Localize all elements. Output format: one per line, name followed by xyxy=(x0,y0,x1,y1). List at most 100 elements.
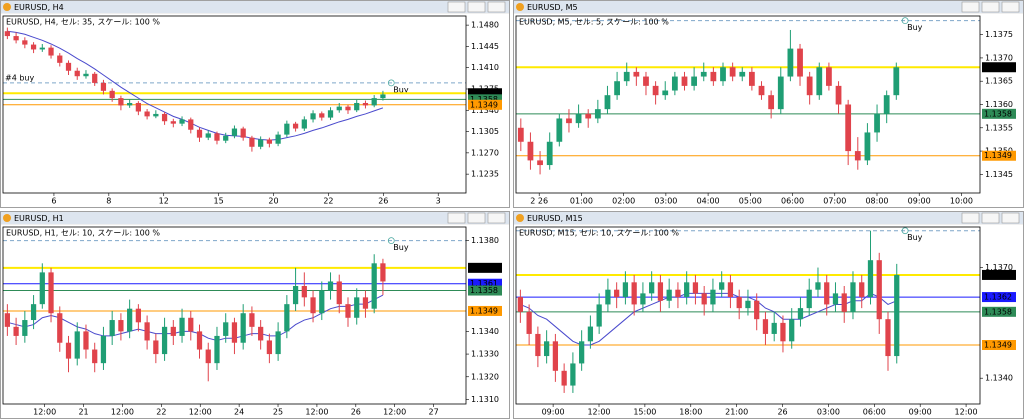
candle-body xyxy=(135,308,141,323)
candle-body xyxy=(787,48,794,77)
chart-area xyxy=(1,14,509,207)
chart-info: EURUSD, H4, セル: 35, スケール: 100 % xyxy=(6,18,160,27)
candle-body xyxy=(594,109,601,119)
candle-body xyxy=(561,370,567,386)
price-tag-label: 1.1368 xyxy=(470,89,498,98)
chart-area xyxy=(1,225,509,418)
candle-body xyxy=(894,274,900,357)
candle-body xyxy=(864,132,871,161)
price-tag-label: 1.1349 xyxy=(470,100,498,109)
candle-body xyxy=(587,326,594,342)
candle-body xyxy=(4,31,10,37)
candle-body xyxy=(380,94,386,99)
candle-body xyxy=(691,76,698,86)
x-tick-label: 08:00 xyxy=(865,197,888,206)
candle-body xyxy=(249,137,255,147)
candle-body xyxy=(345,106,351,111)
candle-body xyxy=(720,67,726,82)
x-tick-label: 12:00 xyxy=(587,408,610,417)
maximize-button[interactable] xyxy=(467,212,486,224)
candle-body xyxy=(13,326,19,336)
candle-body xyxy=(310,297,316,314)
maximize-button[interactable] xyxy=(467,1,486,13)
x-tick-label: 27 xyxy=(428,408,438,417)
candle-body xyxy=(710,71,717,82)
minimize-button[interactable] xyxy=(961,212,980,224)
candle-body xyxy=(662,90,669,96)
candle-body xyxy=(527,141,534,161)
candle-body xyxy=(826,67,832,86)
maximize-button[interactable] xyxy=(981,1,1000,13)
candle-body xyxy=(240,313,246,343)
candle-body xyxy=(736,297,742,309)
candle-body xyxy=(362,102,369,106)
x-tick-label: 03:00 xyxy=(654,197,677,206)
price-tag xyxy=(982,340,1016,350)
y-tick-label: 1.1445 xyxy=(471,42,499,51)
candle-body xyxy=(758,85,765,96)
plot-border xyxy=(515,226,981,405)
candle-body xyxy=(566,118,572,124)
candle-body xyxy=(196,129,203,138)
x-tick-label: 26 xyxy=(777,408,787,417)
x-tick-label: 21 xyxy=(78,408,88,417)
price-tag-label: 1.1362 xyxy=(984,293,1012,302)
candle-body xyxy=(30,44,37,50)
candle-body xyxy=(258,139,264,147)
candle-body xyxy=(700,71,707,77)
x-tick-label: 12 xyxy=(159,197,169,206)
window-icon xyxy=(516,3,524,11)
price-tag-label: 1.1368 xyxy=(470,263,498,272)
x-tick-label: 12:00 xyxy=(189,408,212,417)
candle-body xyxy=(806,76,813,96)
close-button[interactable] xyxy=(1001,212,1020,224)
close-button[interactable] xyxy=(1001,1,1020,13)
candle-body xyxy=(797,308,804,320)
candle-body xyxy=(727,282,734,298)
candle-body xyxy=(832,293,839,305)
plot-border xyxy=(2,15,467,194)
candle-body xyxy=(100,82,107,91)
candle-body xyxy=(83,331,89,350)
moving-average xyxy=(7,294,384,341)
minimize-button[interactable] xyxy=(447,1,466,13)
candle-body xyxy=(109,320,115,336)
minimize-button[interactable] xyxy=(447,212,466,224)
candle-body xyxy=(74,331,80,359)
candle-body xyxy=(327,281,334,291)
candle-body xyxy=(745,300,751,309)
candle-body xyxy=(614,81,620,96)
x-tick-label: 24 xyxy=(234,408,244,417)
close-button[interactable] xyxy=(487,1,506,13)
candle-body xyxy=(65,342,72,359)
candle-body xyxy=(835,85,842,105)
price-tag xyxy=(982,292,1016,303)
candle-body xyxy=(223,322,229,336)
price-tag-label: 1.1349 xyxy=(984,151,1012,160)
candle-body xyxy=(631,282,637,305)
candle-body xyxy=(118,320,124,332)
candle-body xyxy=(824,282,830,305)
candle-body xyxy=(345,304,351,318)
candle-body xyxy=(144,322,150,341)
x-tick-label: 07:00 xyxy=(823,197,846,206)
candle-body xyxy=(739,71,746,77)
minimize-button[interactable] xyxy=(961,1,980,13)
candle-body xyxy=(570,363,576,386)
close-button[interactable] xyxy=(487,212,506,224)
candle-body xyxy=(371,98,377,106)
candle-body xyxy=(883,95,890,114)
candle-body xyxy=(893,67,900,96)
x-tick-label: 8 xyxy=(106,197,111,206)
candle-body xyxy=(144,111,150,117)
y-tick-label: 1.1355 xyxy=(985,123,1013,132)
x-tick-label: 26 xyxy=(378,197,388,206)
x-tick-label: 12:00 xyxy=(111,408,134,417)
price-tag xyxy=(468,99,502,110)
price-tag-label: 1.1358 xyxy=(984,109,1012,118)
candle-body xyxy=(336,106,342,111)
candle-body xyxy=(153,340,159,355)
candle-body xyxy=(249,313,255,327)
maximize-button[interactable] xyxy=(981,212,1000,224)
candle-body xyxy=(30,304,37,321)
